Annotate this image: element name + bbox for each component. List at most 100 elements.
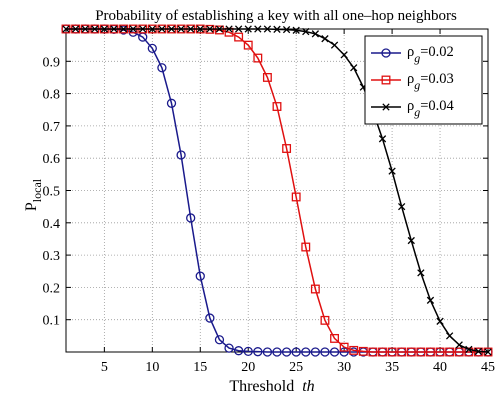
x-tick-label: 10 [145,360,159,375]
data-point-circle [339,347,349,357]
data-point-square [464,347,474,357]
x-tick-label: 25 [289,360,303,375]
legend-item: ρg=0.04 [371,98,455,119]
data-point-circle [381,48,391,58]
data-point-x [321,35,329,43]
data-point-square [243,40,253,50]
x-tick-label: 30 [337,360,351,375]
data-point-x [187,25,195,33]
data-point-x [378,135,387,143]
data-point-square [330,333,339,343]
data-point-square [406,347,416,357]
chart-title: Probability of establishing a key with a… [95,8,457,24]
series-3 [62,25,492,356]
data-point-circle [195,271,205,281]
data-point-x [244,25,252,33]
data-point-square [310,284,320,294]
data-point-x [62,25,70,33]
data-point-circle [233,346,244,356]
data-point-square [358,346,368,356]
data-point-x [206,25,214,33]
legend-label: ρg=0.02 [407,44,454,65]
axis-ticks: 5 10 15 20 25 30 35 40 45 0.1 0.2 0.3 0.4 0.5 0.6 0.7 0.… [43,29,495,375]
data-point-x [417,269,425,277]
data-point-square [445,347,455,357]
data-point-x [167,25,176,33]
data-point-x [474,347,483,356]
data-point-square [378,347,387,357]
data-point-x [71,25,80,33]
data-point-x [196,25,204,33]
y-tick-label: 0.3 [43,249,61,264]
data-point-circle [301,347,311,357]
data-point-x [340,51,348,59]
y-tick-label: 0.6 [43,152,61,167]
data-point-x [100,25,109,33]
data-point-circle [205,313,215,323]
data-point-x [148,25,156,33]
y-tick-label: 0.7 [43,120,61,135]
y-tick-label: 0.2 [43,281,61,296]
data-point-x [81,25,89,33]
legend-item: ρg=0.02 [371,44,454,65]
data-point-x [139,25,147,33]
data-point-x [129,25,137,33]
data-point-circle [157,63,167,73]
data-point-circle [253,347,263,357]
data-point-x [302,27,310,36]
data-point-square [397,347,407,357]
data-point-x [426,296,435,304]
y-tick-label: 0.9 [43,55,61,70]
data-point-circle [243,346,253,357]
data-point-circle [291,347,301,357]
legend-label: ρg=0.04 [407,98,455,119]
data-point-x [273,25,281,33]
data-point-x [225,25,233,33]
data-point-square [426,347,435,357]
data-point-circle [272,347,282,357]
data-point-x [119,25,128,33]
data-point-square [253,53,263,63]
data-point-x [455,341,463,349]
y-tick-label: 0.1 [43,314,61,329]
x-axis-label: Threshold th [229,378,314,395]
x-tick-label: 15 [193,360,207,375]
data-point-circle [214,335,225,345]
y-tick-label: 0.4 [43,217,61,232]
data-point-square [262,73,272,82]
data-point-x [177,25,185,33]
data-point-x [465,345,473,354]
data-point-circle [320,347,330,357]
data-point-x [330,41,339,49]
data-point-square [454,347,464,357]
data-point-x [445,332,454,340]
data-point-x [398,202,406,211]
x-tick-label: 35 [385,360,399,375]
data-point-x [350,64,358,72]
data-point-x [110,25,118,33]
data-point-circle [166,98,177,108]
data-point-x [292,26,300,34]
legend: ρg=0.02 ρg=0.03 ρg=0.04 [364,35,483,125]
data-point-circle [310,347,321,357]
data-point-square [368,347,378,357]
x-tick-label: 5 [101,360,108,375]
legend-label: ρg=0.03 [407,71,454,92]
data-point-square [339,342,349,352]
data-point-square [381,75,391,85]
x-tick-label: 20 [241,360,255,375]
data-point-circle [262,347,273,357]
y-tick-label: 0.5 [43,185,61,200]
data-point-square [416,347,426,357]
data-point-circle [281,347,292,357]
data-point-square [291,192,301,202]
data-point-x [263,25,272,33]
data-point-circle [224,343,234,353]
data-point-square [320,315,330,325]
data-point-square [234,32,244,42]
data-point-x [388,167,396,175]
data-point-x [436,317,444,325]
y-axis-label: Plocal [23,178,44,211]
data-point-x [254,25,262,33]
